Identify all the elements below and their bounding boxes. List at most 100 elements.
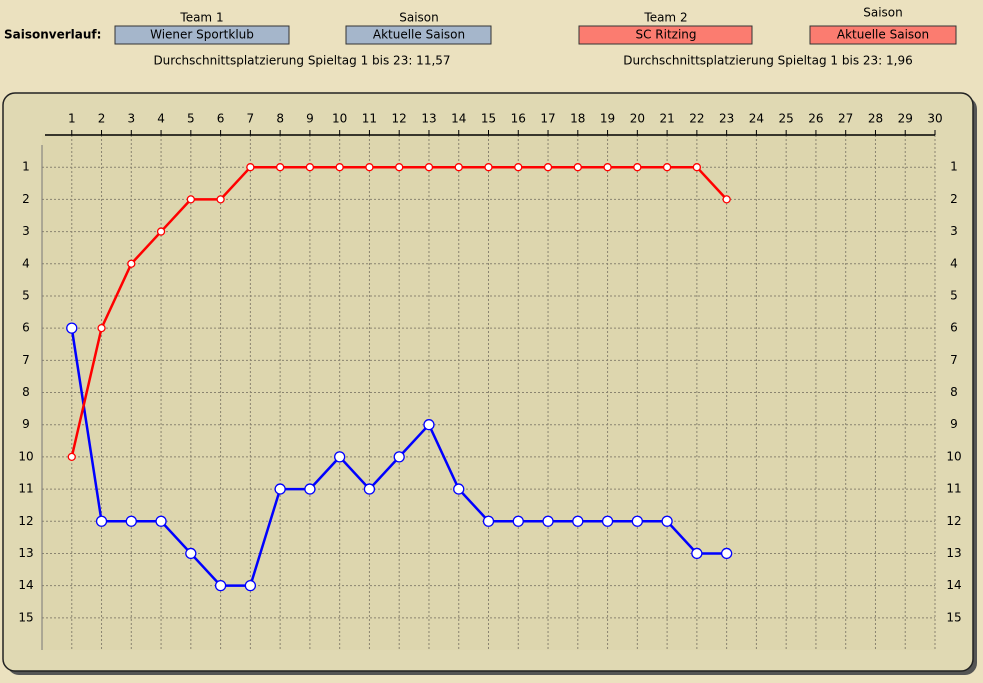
- point: [127, 259, 136, 268]
- y-tick-label: 12: [18, 514, 33, 528]
- y-tick-label-right: 15: [946, 610, 961, 624]
- y-tick-label: 8: [22, 385, 30, 399]
- team1-select[interactable]: [114, 25, 290, 45]
- x-tick-label: 19: [600, 112, 615, 126]
- point: [423, 419, 435, 431]
- y-tick-label-right: 5: [950, 288, 958, 302]
- point: [156, 227, 166, 236]
- point: [125, 515, 137, 527]
- point: [722, 195, 731, 204]
- x-tick-label: 11: [362, 112, 377, 126]
- x-tick-label: 14: [451, 112, 466, 126]
- point: [186, 195, 195, 204]
- y-tick-label: 13: [18, 546, 33, 560]
- point: [244, 579, 257, 592]
- y-tick-label: 10: [18, 449, 33, 463]
- x-tick-label: 16: [511, 112, 526, 126]
- x-tick-label: 4: [157, 112, 165, 126]
- point: [67, 452, 76, 462]
- y-tick-label: 11: [18, 482, 33, 496]
- team1-caption: Team 1: [179, 11, 223, 25]
- y-tick-label: 9: [22, 417, 30, 431]
- point: [691, 547, 703, 560]
- y-tick-label-right: 2: [950, 192, 958, 206]
- point: [305, 163, 315, 172]
- point: [395, 163, 404, 172]
- y-tick-label: 4: [22, 256, 30, 270]
- season2-value: Aktuelle Saison: [837, 28, 929, 42]
- y-tick-label-right: 6: [950, 321, 958, 335]
- x-tick-label: 18: [570, 112, 585, 126]
- point: [661, 515, 673, 527]
- point: [95, 515, 108, 527]
- x-tick-label: 3: [127, 112, 135, 126]
- x-tick-label: 30: [927, 112, 942, 126]
- x-tick-label: 28: [868, 112, 883, 126]
- season2-select[interactable]: [809, 25, 957, 45]
- point: [66, 322, 78, 334]
- point: [365, 163, 374, 172]
- point: [542, 515, 554, 527]
- y-tick-label-right: 13: [946, 546, 961, 560]
- x-tick-label: 24: [749, 112, 764, 126]
- x-tick-label: 2: [98, 112, 106, 126]
- point: [334, 451, 346, 463]
- x-tick-label: 13: [421, 112, 436, 126]
- point: [573, 163, 582, 172]
- point: [304, 483, 316, 495]
- point: [246, 163, 255, 172]
- point: [454, 163, 463, 172]
- point: [631, 515, 643, 527]
- x-tick-label: 21: [659, 112, 674, 126]
- y-tick-label-right: 10: [946, 449, 961, 463]
- season1-value: Aktuelle Saison: [373, 28, 465, 42]
- average-team1: Durchschnittsplatzierung Spieltag 1 bis …: [153, 54, 450, 68]
- y-tick-label-right: 12: [946, 514, 961, 528]
- point: [424, 163, 434, 172]
- point: [662, 163, 672, 172]
- point: [274, 483, 286, 495]
- point: [275, 163, 285, 172]
- point: [97, 323, 106, 333]
- y-tick-label: 1: [22, 160, 30, 174]
- point: [512, 515, 524, 527]
- x-tick-label: 5: [187, 112, 195, 126]
- y-tick-label-right: 1: [950, 160, 958, 174]
- x-tick-label: 12: [392, 112, 407, 126]
- average-team2: Durchschnittsplatzierung Spieltag 1 bis …: [623, 54, 912, 68]
- y-tick-label-right: 11: [946, 482, 961, 496]
- x-tick-label: 27: [838, 112, 853, 126]
- season1-caption: Saison: [399, 11, 439, 25]
- x-tick-label: 9: [306, 112, 314, 126]
- team2-value: SC Ritzing: [635, 28, 696, 42]
- x-tick-label: 7: [247, 112, 255, 126]
- point: [214, 579, 227, 592]
- season1-select[interactable]: [345, 25, 492, 45]
- point: [720, 547, 733, 560]
- team2-select[interactable]: [578, 25, 753, 45]
- x-tick-label: 20: [630, 112, 645, 126]
- y-tick-label-right: 14: [946, 578, 961, 592]
- y-tick-label-right: 7: [950, 353, 958, 367]
- y-tick-label: 5: [22, 288, 30, 302]
- point: [482, 515, 495, 527]
- point: [601, 515, 614, 527]
- x-tick-label: 23: [719, 112, 734, 126]
- x-tick-label: 15: [481, 112, 496, 126]
- y-tick-label-right: 9: [950, 417, 958, 431]
- header-label: Saisonverlauf:: [4, 28, 101, 42]
- x-tick-label: 29: [898, 112, 913, 126]
- y-tick-label: 6: [22, 321, 30, 335]
- x-tick-label: 6: [217, 112, 225, 126]
- point: [543, 163, 553, 172]
- point: [216, 195, 225, 204]
- x-tick-label: 22: [689, 112, 704, 126]
- x-tick-label: 1: [68, 112, 76, 126]
- team2-caption: Team 2: [643, 11, 687, 25]
- y-tick-label: 7: [22, 353, 30, 367]
- x-tick-label: 26: [808, 112, 823, 126]
- point: [572, 515, 584, 527]
- y-tick-label: 2: [22, 192, 30, 206]
